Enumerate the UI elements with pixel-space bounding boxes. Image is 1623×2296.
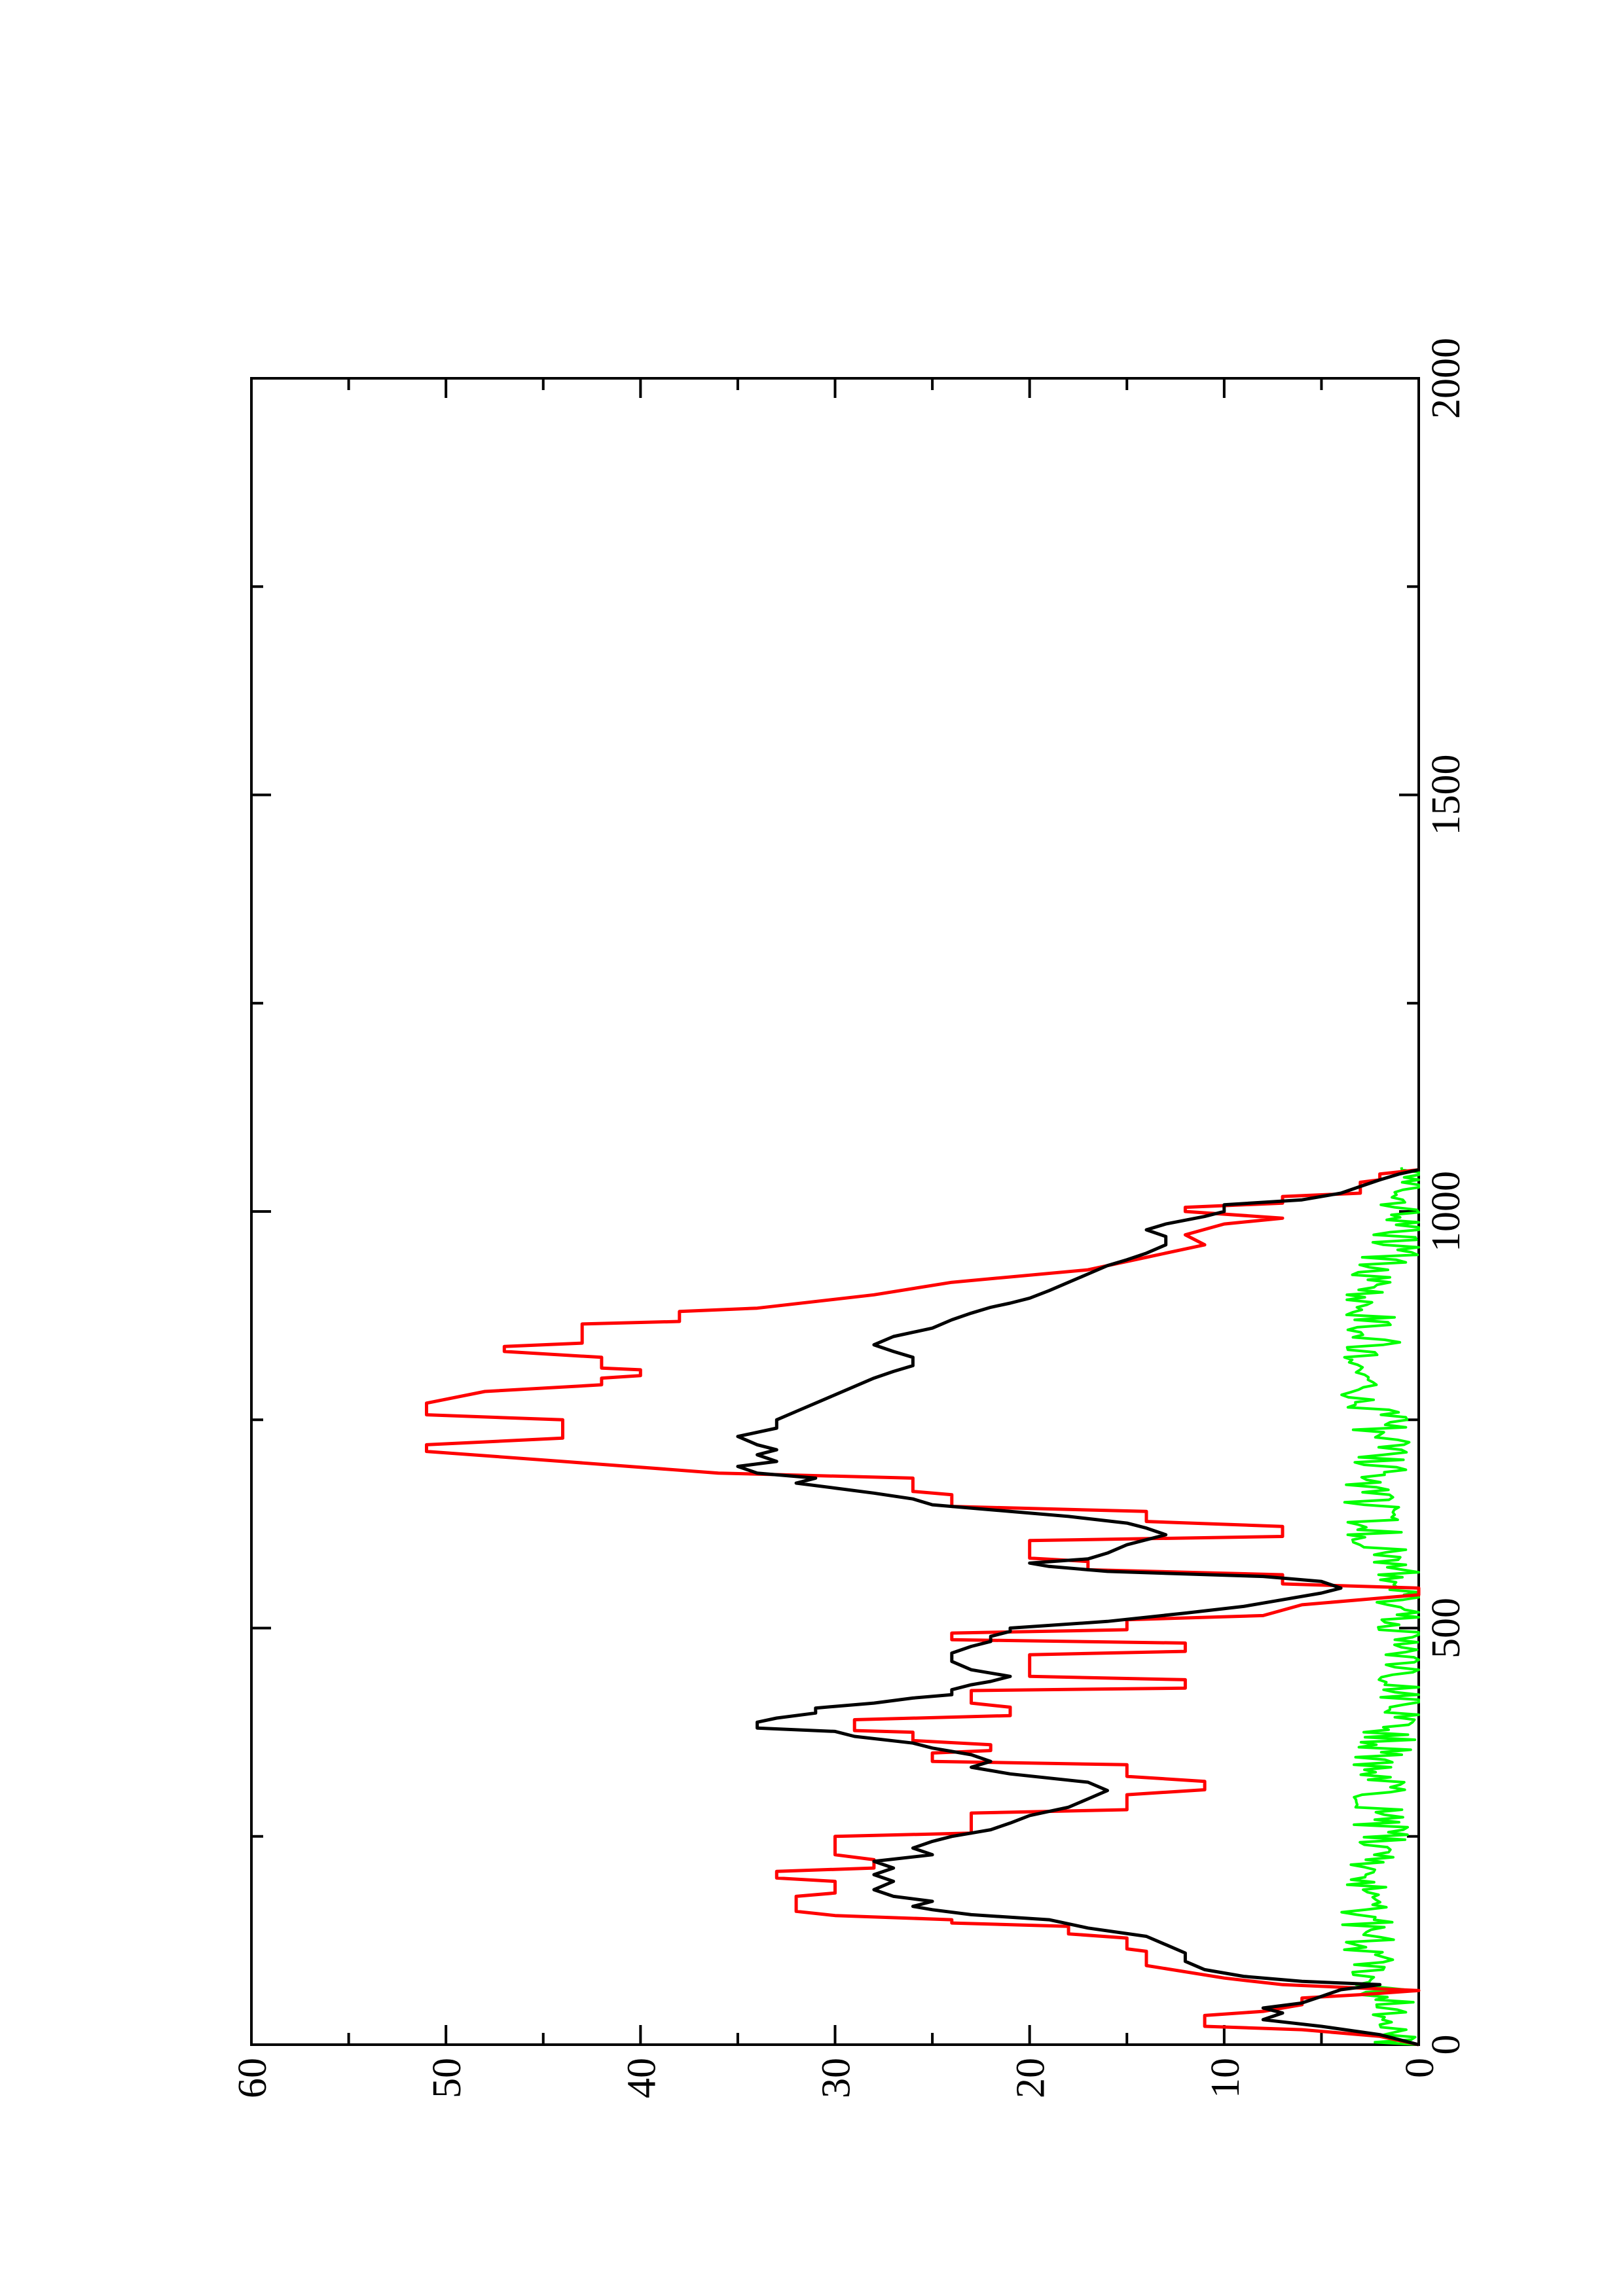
y-tick-label: 20 [1009,2058,1053,2098]
x-tick-label: 0 [1424,2035,1468,2055]
x-tick-label: 1000 [1424,1171,1468,1252]
plot-frame [250,377,1420,2046]
x-tick-label: 2000 [1424,338,1468,419]
series-line-2 [1340,1167,1420,2046]
series-line-1 [736,1168,1419,2047]
y-tick-label: 40 [619,2058,664,2098]
y-tick-label: 30 [814,2058,859,2098]
series-line-0 [425,1168,1421,2047]
y-tick-label: 0 [1398,2058,1442,2078]
plot-series [425,1167,1421,2047]
tick-labels: 0 500 1000 1500 2000 0 10 20 30 40 50 60 [230,338,1468,2098]
y-tick-label: 50 [425,2058,469,2098]
axis-ticks [250,377,1420,2046]
y-tick-label: 60 [230,2058,275,2098]
x-tick-label: 500 [1424,1598,1468,1659]
x-tick-label: 1500 [1424,755,1468,836]
y-tick-label: 10 [1203,2058,1248,2098]
